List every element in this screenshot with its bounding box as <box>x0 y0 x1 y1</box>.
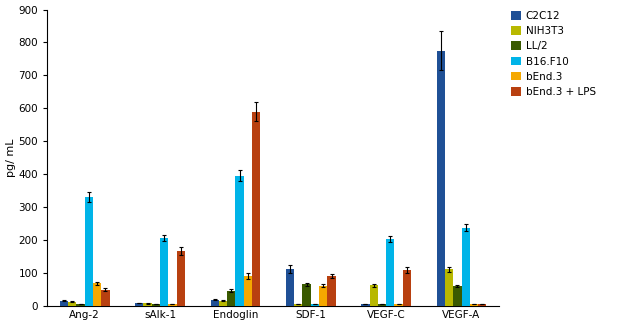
Bar <box>478 304 486 305</box>
Bar <box>168 304 177 305</box>
Bar <box>461 228 470 305</box>
Bar <box>470 304 478 305</box>
Bar <box>177 251 185 305</box>
Bar <box>403 270 411 305</box>
Bar <box>236 176 244 305</box>
Bar <box>453 286 461 305</box>
Bar <box>311 304 319 305</box>
Bar <box>252 111 260 305</box>
Bar <box>227 291 236 305</box>
Bar <box>286 269 294 305</box>
Bar <box>319 286 327 305</box>
Bar <box>219 301 227 305</box>
Bar <box>84 197 93 305</box>
Bar <box>303 284 311 305</box>
Bar <box>76 304 84 305</box>
Bar <box>327 276 335 305</box>
Bar <box>378 304 386 305</box>
Bar <box>101 290 109 305</box>
Bar <box>93 283 101 305</box>
Bar <box>394 304 403 305</box>
Bar <box>436 51 445 305</box>
Bar <box>369 285 378 305</box>
Bar <box>60 301 68 305</box>
Bar <box>294 304 303 305</box>
Bar <box>160 238 168 305</box>
Bar <box>68 302 76 305</box>
Bar <box>244 276 252 305</box>
Bar <box>445 269 453 305</box>
Bar <box>143 303 152 305</box>
Y-axis label: pg/ mL: pg/ mL <box>6 138 15 177</box>
Bar <box>135 303 143 305</box>
Bar <box>152 304 160 305</box>
Bar <box>361 304 369 305</box>
Bar <box>211 300 219 305</box>
Legend: C2C12, NIH3T3, LL/2, B16.F10, bEnd.3, bEnd.3 + LPS: C2C12, NIH3T3, LL/2, B16.F10, bEnd.3, bE… <box>509 9 598 99</box>
Bar <box>386 239 394 305</box>
